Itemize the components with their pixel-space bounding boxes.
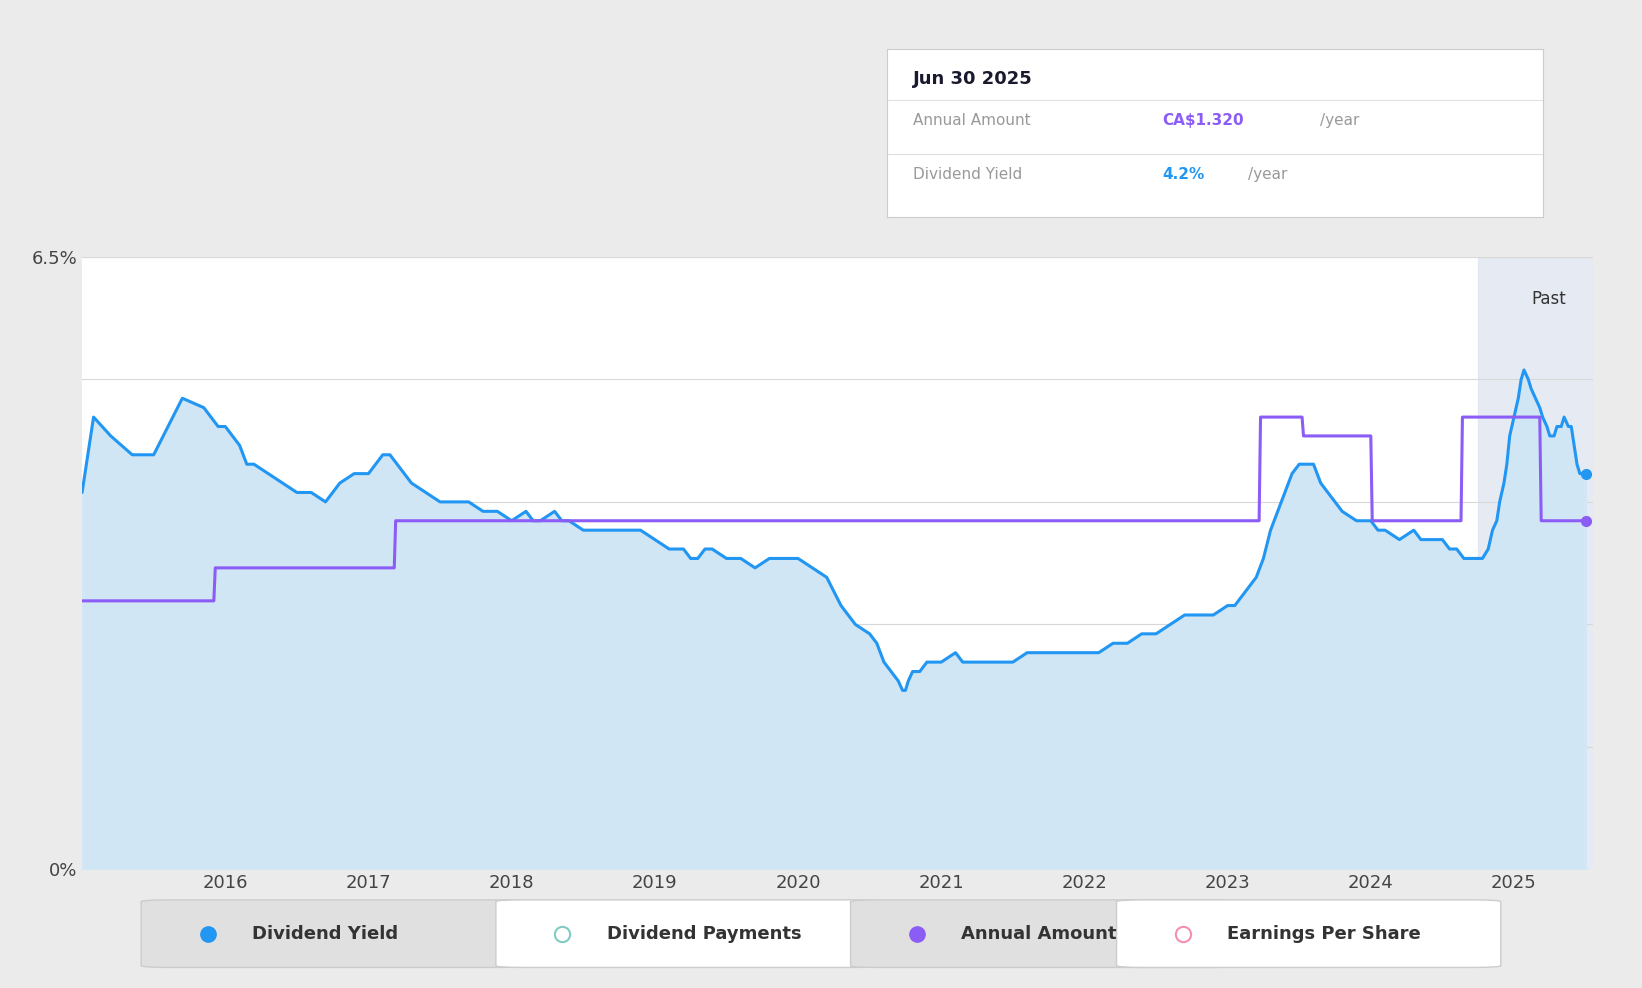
Text: Annual Amount: Annual Amount [913,114,1031,128]
Text: Jun 30 2025: Jun 30 2025 [913,69,1033,88]
Text: Annual Amount: Annual Amount [962,925,1117,943]
Text: CA$1.320: CA$1.320 [1163,114,1245,128]
Text: Dividend Payments: Dividend Payments [608,925,801,943]
FancyBboxPatch shape [1117,900,1501,967]
FancyBboxPatch shape [496,900,880,967]
FancyBboxPatch shape [851,900,1235,967]
Text: /year: /year [1248,167,1287,182]
Text: Dividend Yield: Dividend Yield [253,925,397,943]
FancyBboxPatch shape [141,900,525,967]
Text: Past: Past [1532,290,1566,308]
Text: /year: /year [1320,114,1360,128]
Text: Dividend Yield: Dividend Yield [913,167,1023,182]
Text: 4.2%: 4.2% [1163,167,1205,182]
Bar [1478,257,1593,869]
Text: Earnings Per Share: Earnings Per Share [1227,925,1420,943]
